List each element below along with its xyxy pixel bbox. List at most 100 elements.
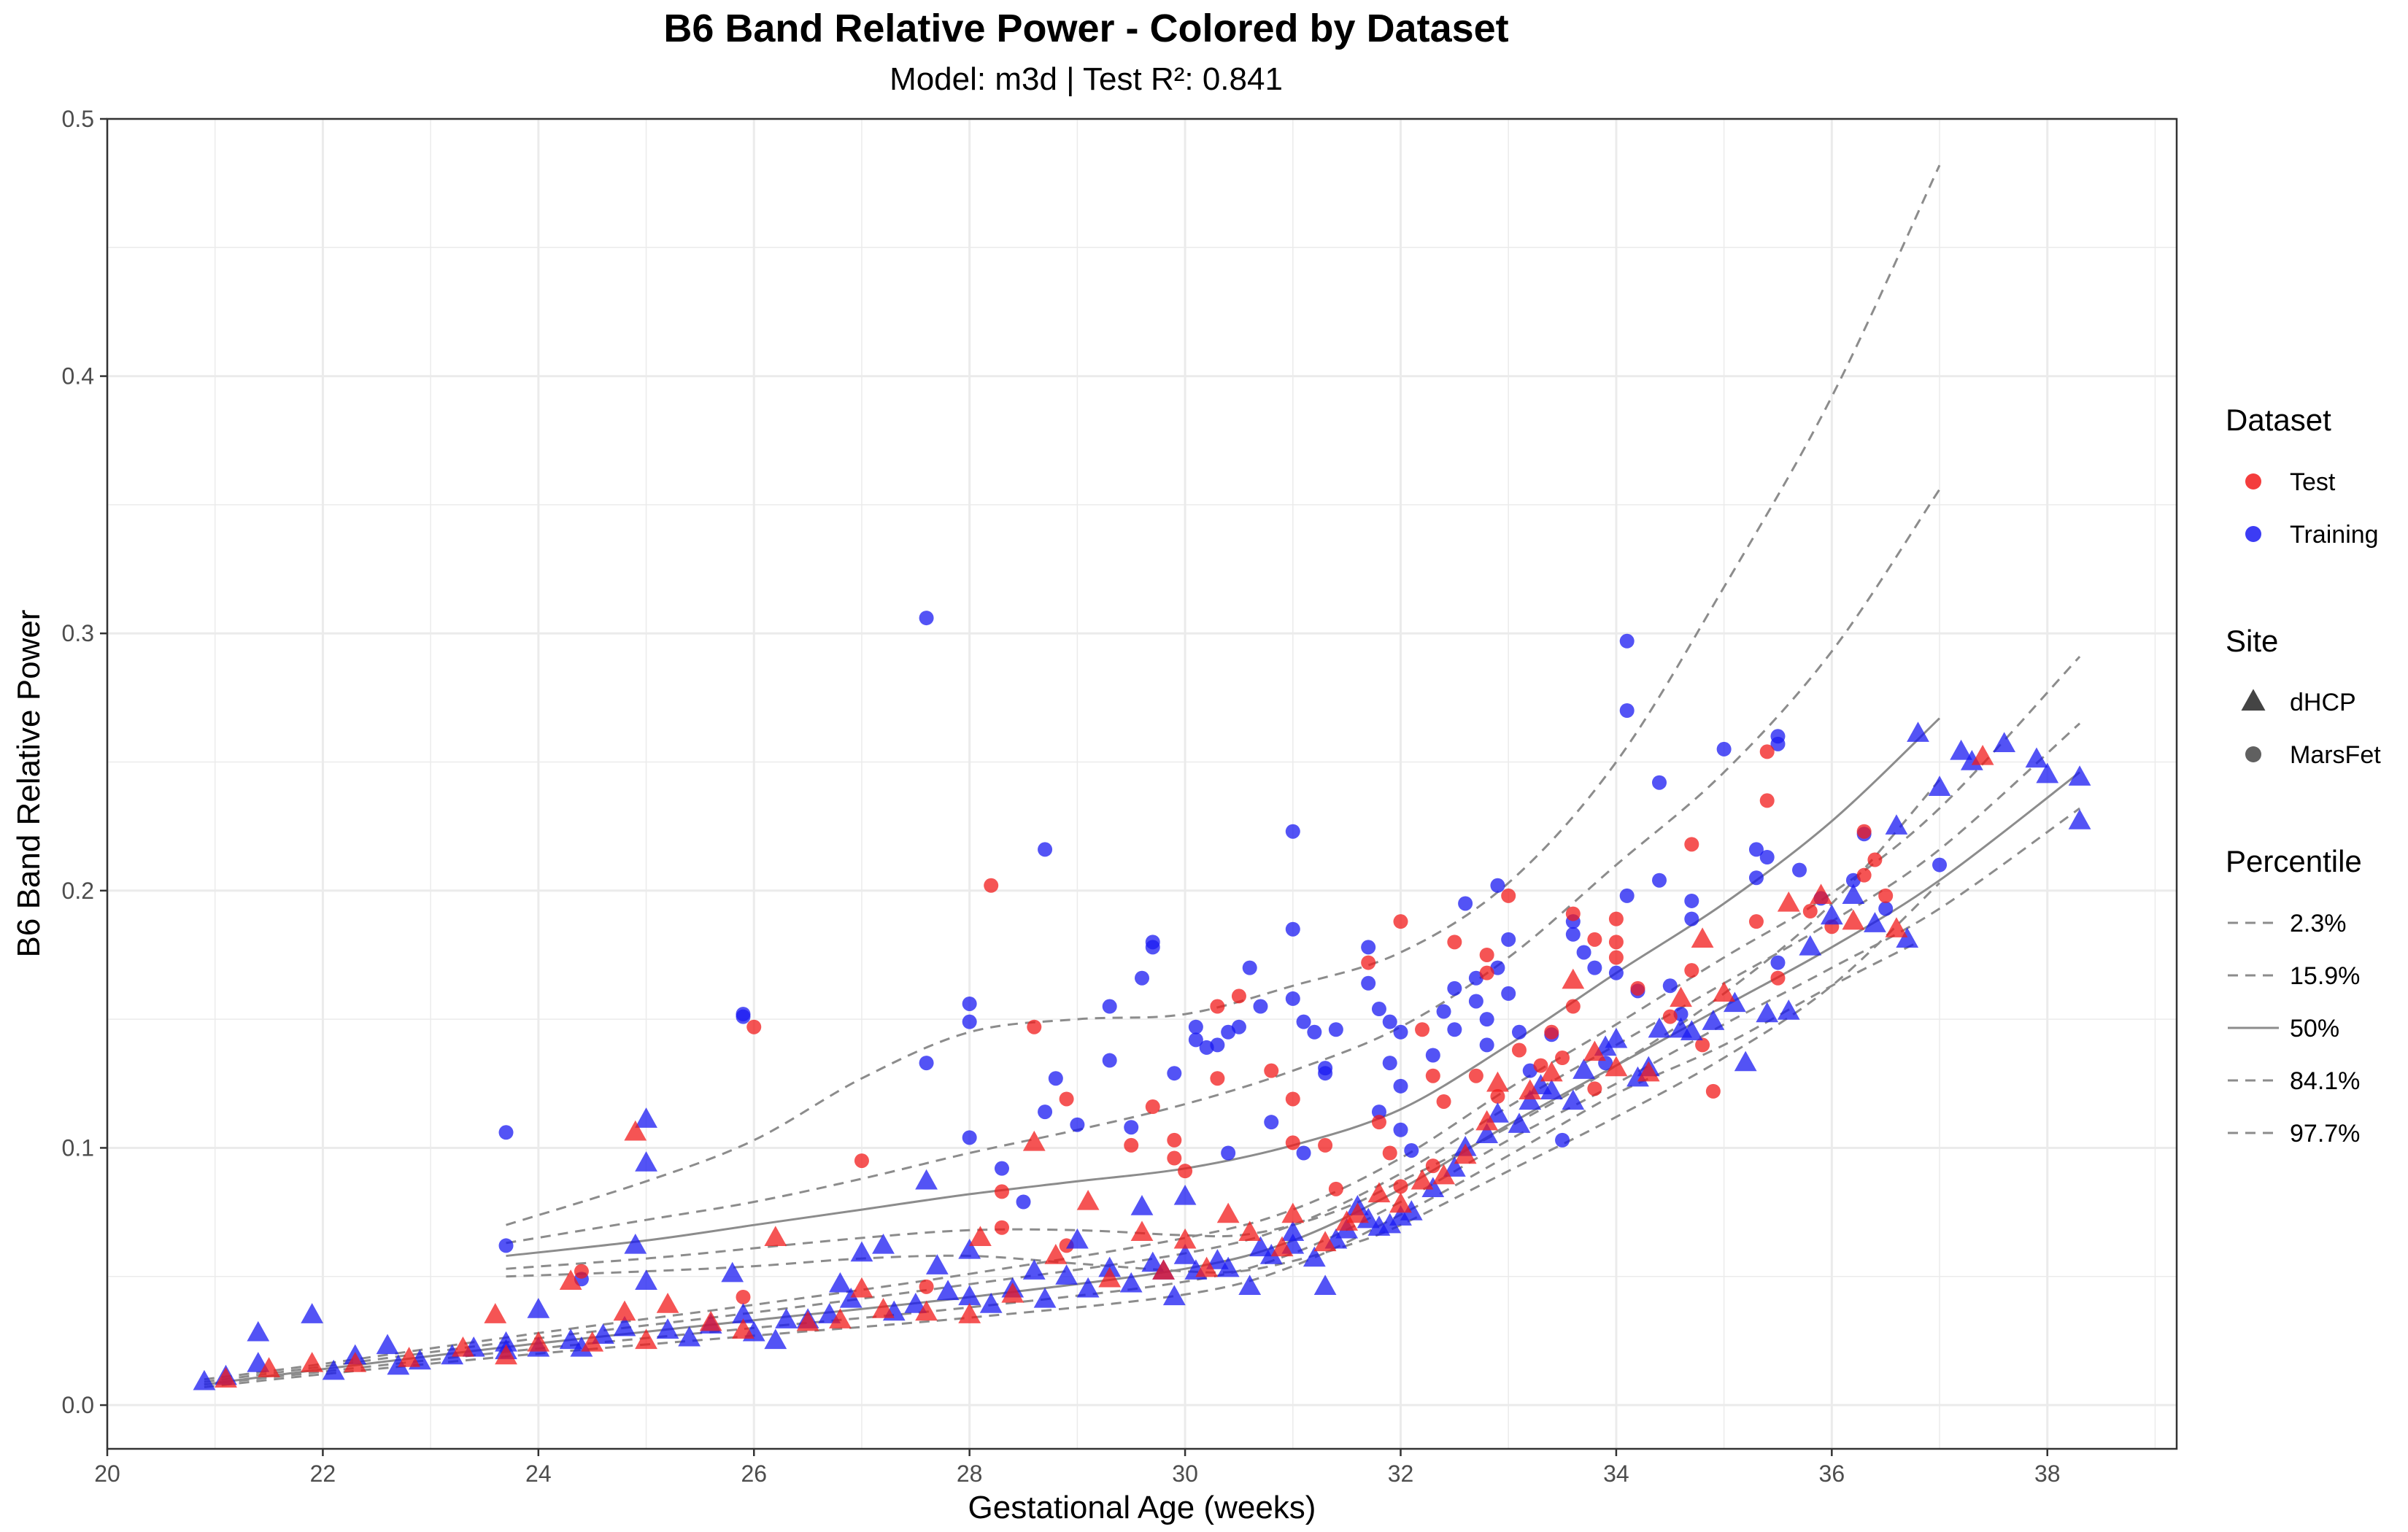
data-point-circle — [1490, 878, 1505, 893]
data-point-triangle — [1885, 814, 1908, 835]
percentile-curve — [506, 779, 1941, 1270]
data-point-triangle — [699, 1310, 722, 1331]
data-point-triangle — [1583, 1040, 1606, 1061]
data-point-triangle — [1238, 1220, 1262, 1241]
data-point-circle — [1684, 893, 1699, 908]
data-point-triangle — [1475, 1110, 1499, 1131]
data-point-triangle — [1540, 1079, 1563, 1100]
data-point-triangle — [1400, 1200, 1423, 1220]
data-point-circle — [498, 1125, 514, 1140]
legend-label: dHCP — [2290, 689, 2356, 716]
data-point-triangle — [527, 1298, 550, 1318]
x-tick-label: 20 — [94, 1461, 120, 1487]
data-point-circle — [1748, 842, 1764, 857]
data-point-circle — [1382, 1056, 1397, 1071]
data-point-circle — [984, 878, 999, 893]
legend-label: 2.3% — [2290, 910, 2347, 937]
data-point-circle — [1501, 986, 1516, 1001]
data-point-circle — [1048, 1071, 1063, 1086]
data-point-triangle — [635, 1269, 657, 1290]
data-point-triangle — [1152, 1259, 1175, 1280]
data-point-circle — [1167, 1066, 1182, 1081]
data-point-triangle — [1950, 739, 1972, 760]
data-point-circle — [1135, 970, 1149, 986]
data-point-circle — [736, 1289, 751, 1304]
data-point-triangle — [613, 1315, 636, 1336]
percentile-curve — [506, 882, 1941, 1278]
data-point-circle — [919, 611, 934, 626]
data-point-triangle — [1605, 1056, 1628, 1077]
data-point-triangle — [1572, 1059, 1596, 1079]
data-point-circle — [1802, 904, 1818, 919]
data-point-triangle — [850, 1241, 873, 1262]
data-point-circle — [1619, 888, 1635, 903]
data-point-triangle — [732, 1303, 755, 1323]
data-point-triangle — [732, 1318, 755, 1339]
data-point-triangle — [1313, 1231, 1337, 1252]
data-point-triangle — [872, 1298, 895, 1318]
data-point-triangle — [398, 1347, 420, 1367]
data-point-circle — [1285, 1135, 1300, 1150]
data-point-circle — [1447, 1022, 1462, 1037]
x-tick-label: 26 — [741, 1461, 767, 1487]
data-point-triangle — [1885, 917, 1908, 937]
data-point-circle — [1565, 906, 1581, 921]
data-point-triangle — [1432, 1164, 1455, 1185]
data-point-triangle — [958, 1303, 981, 1323]
data-point-triangle — [1540, 1061, 1563, 1082]
data-point-circle — [1253, 999, 1268, 1014]
data-point-triangle — [839, 1287, 863, 1308]
data-point-triangle — [1734, 1051, 1757, 1072]
data-point-circle — [1231, 1019, 1246, 1034]
data-point-circle — [1479, 965, 1494, 980]
data-point-circle — [1167, 1150, 1182, 1166]
data-point-circle — [1867, 852, 1883, 867]
data-point-circle — [1382, 1014, 1397, 1029]
data-points — [193, 611, 2091, 1390]
data-point-circle — [1770, 970, 1786, 986]
data-point-triangle — [1756, 1002, 1779, 1023]
data-point-circle — [1425, 1048, 1440, 1063]
data-point-triangle — [1562, 968, 1585, 989]
data-point-triangle — [301, 1303, 324, 1323]
data-point-triangle — [1195, 1256, 1219, 1277]
data-point-circle — [1016, 1194, 1031, 1210]
data-point-triangle — [613, 1300, 636, 1321]
data-point-triangle — [1065, 1228, 1089, 1249]
data-point-circle — [1425, 1158, 1440, 1174]
y-tick-label: 0.5 — [62, 106, 94, 132]
data-point-triangle — [1238, 1274, 1262, 1296]
data-point-circle — [1533, 1058, 1548, 1073]
data-point-circle — [1652, 775, 1667, 790]
data-point-triangle — [969, 1226, 992, 1247]
y-axis-title: B6 Band Relative Power — [11, 610, 47, 958]
data-point-circle — [1070, 1117, 1085, 1132]
data-point-triangle — [247, 1320, 270, 1342]
percentile-curve — [204, 807, 2080, 1386]
y-tick-label: 0.0 — [62, 1392, 94, 1418]
data-point-triangle — [2068, 765, 2091, 786]
data-point-triangle — [1626, 1066, 1649, 1087]
data-point-triangle — [979, 1293, 1003, 1313]
legend-label: Training — [2290, 521, 2379, 549]
data-point-triangle — [915, 1300, 938, 1321]
data-point-circle — [1511, 1042, 1527, 1058]
data-point-triangle — [215, 1367, 237, 1388]
data-point-circle — [1382, 1145, 1397, 1161]
data-point-triangle — [1648, 1017, 1671, 1038]
data-point-circle — [1748, 914, 1764, 929]
legend-title: Site — [2226, 624, 2278, 658]
data-point-circle — [1318, 1137, 1333, 1153]
data-point-circle — [1479, 1012, 1494, 1027]
data-point-circle — [1371, 1115, 1386, 1130]
data-point-circle — [1242, 960, 1257, 975]
data-point-circle — [1587, 1081, 1602, 1096]
data-point-triangle — [1022, 1259, 1046, 1280]
data-point-circle — [1188, 1032, 1203, 1048]
data-point-triangle — [1367, 1182, 1391, 1203]
y-tick-label: 0.4 — [62, 363, 94, 390]
data-point-circle — [1576, 945, 1591, 960]
data-point-triangle — [1098, 1266, 1122, 1288]
data-point-circle — [736, 1009, 751, 1024]
data-point-circle — [1759, 849, 1775, 864]
